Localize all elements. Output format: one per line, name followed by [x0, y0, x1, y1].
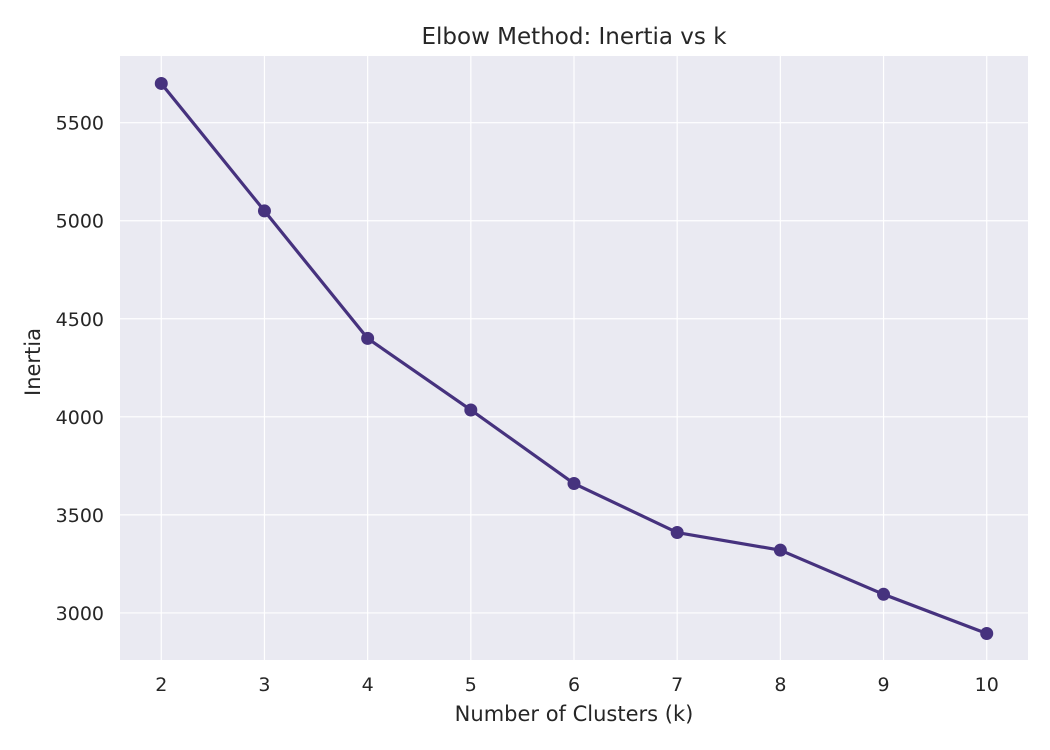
data-point	[464, 403, 478, 417]
x-tick-label: 2	[155, 674, 167, 696]
x-tick-label: 4	[362, 674, 374, 696]
data-point	[980, 627, 994, 641]
y-axis-label: Inertia	[21, 328, 45, 396]
series-layer	[154, 76, 994, 641]
data-point	[877, 587, 891, 601]
x-tick-label: 5	[465, 674, 477, 696]
data-point	[670, 526, 684, 540]
data-point	[154, 76, 168, 90]
x-axis-ticks: 2 3 4 5 6 7 8 9 10	[155, 674, 999, 696]
data-point	[567, 477, 581, 491]
data-point	[257, 204, 271, 218]
data-point	[773, 543, 787, 557]
data-point	[361, 331, 375, 345]
chart-title: Elbow Method: Inertia vs k	[421, 24, 727, 50]
x-tick-label: 10	[975, 674, 999, 696]
x-tick-label: 7	[671, 674, 683, 696]
y-tick-label: 5000	[56, 211, 104, 233]
grid-lines	[120, 56, 1028, 660]
y-tick-label: 4500	[56, 309, 104, 331]
y-tick-label: 4000	[56, 407, 104, 429]
x-tick-label: 9	[877, 674, 889, 696]
x-tick-label: 8	[774, 674, 786, 696]
y-tick-label: 3500	[56, 505, 104, 527]
x-tick-label: 3	[258, 674, 270, 696]
x-axis-label: Number of Clusters (k)	[455, 702, 694, 726]
x-tick-label: 6	[568, 674, 580, 696]
y-axis-ticks: 3000 3500 4000 4500 5000 5500	[56, 113, 104, 625]
y-tick-label: 3000	[56, 603, 104, 625]
y-tick-label: 5500	[56, 113, 104, 135]
